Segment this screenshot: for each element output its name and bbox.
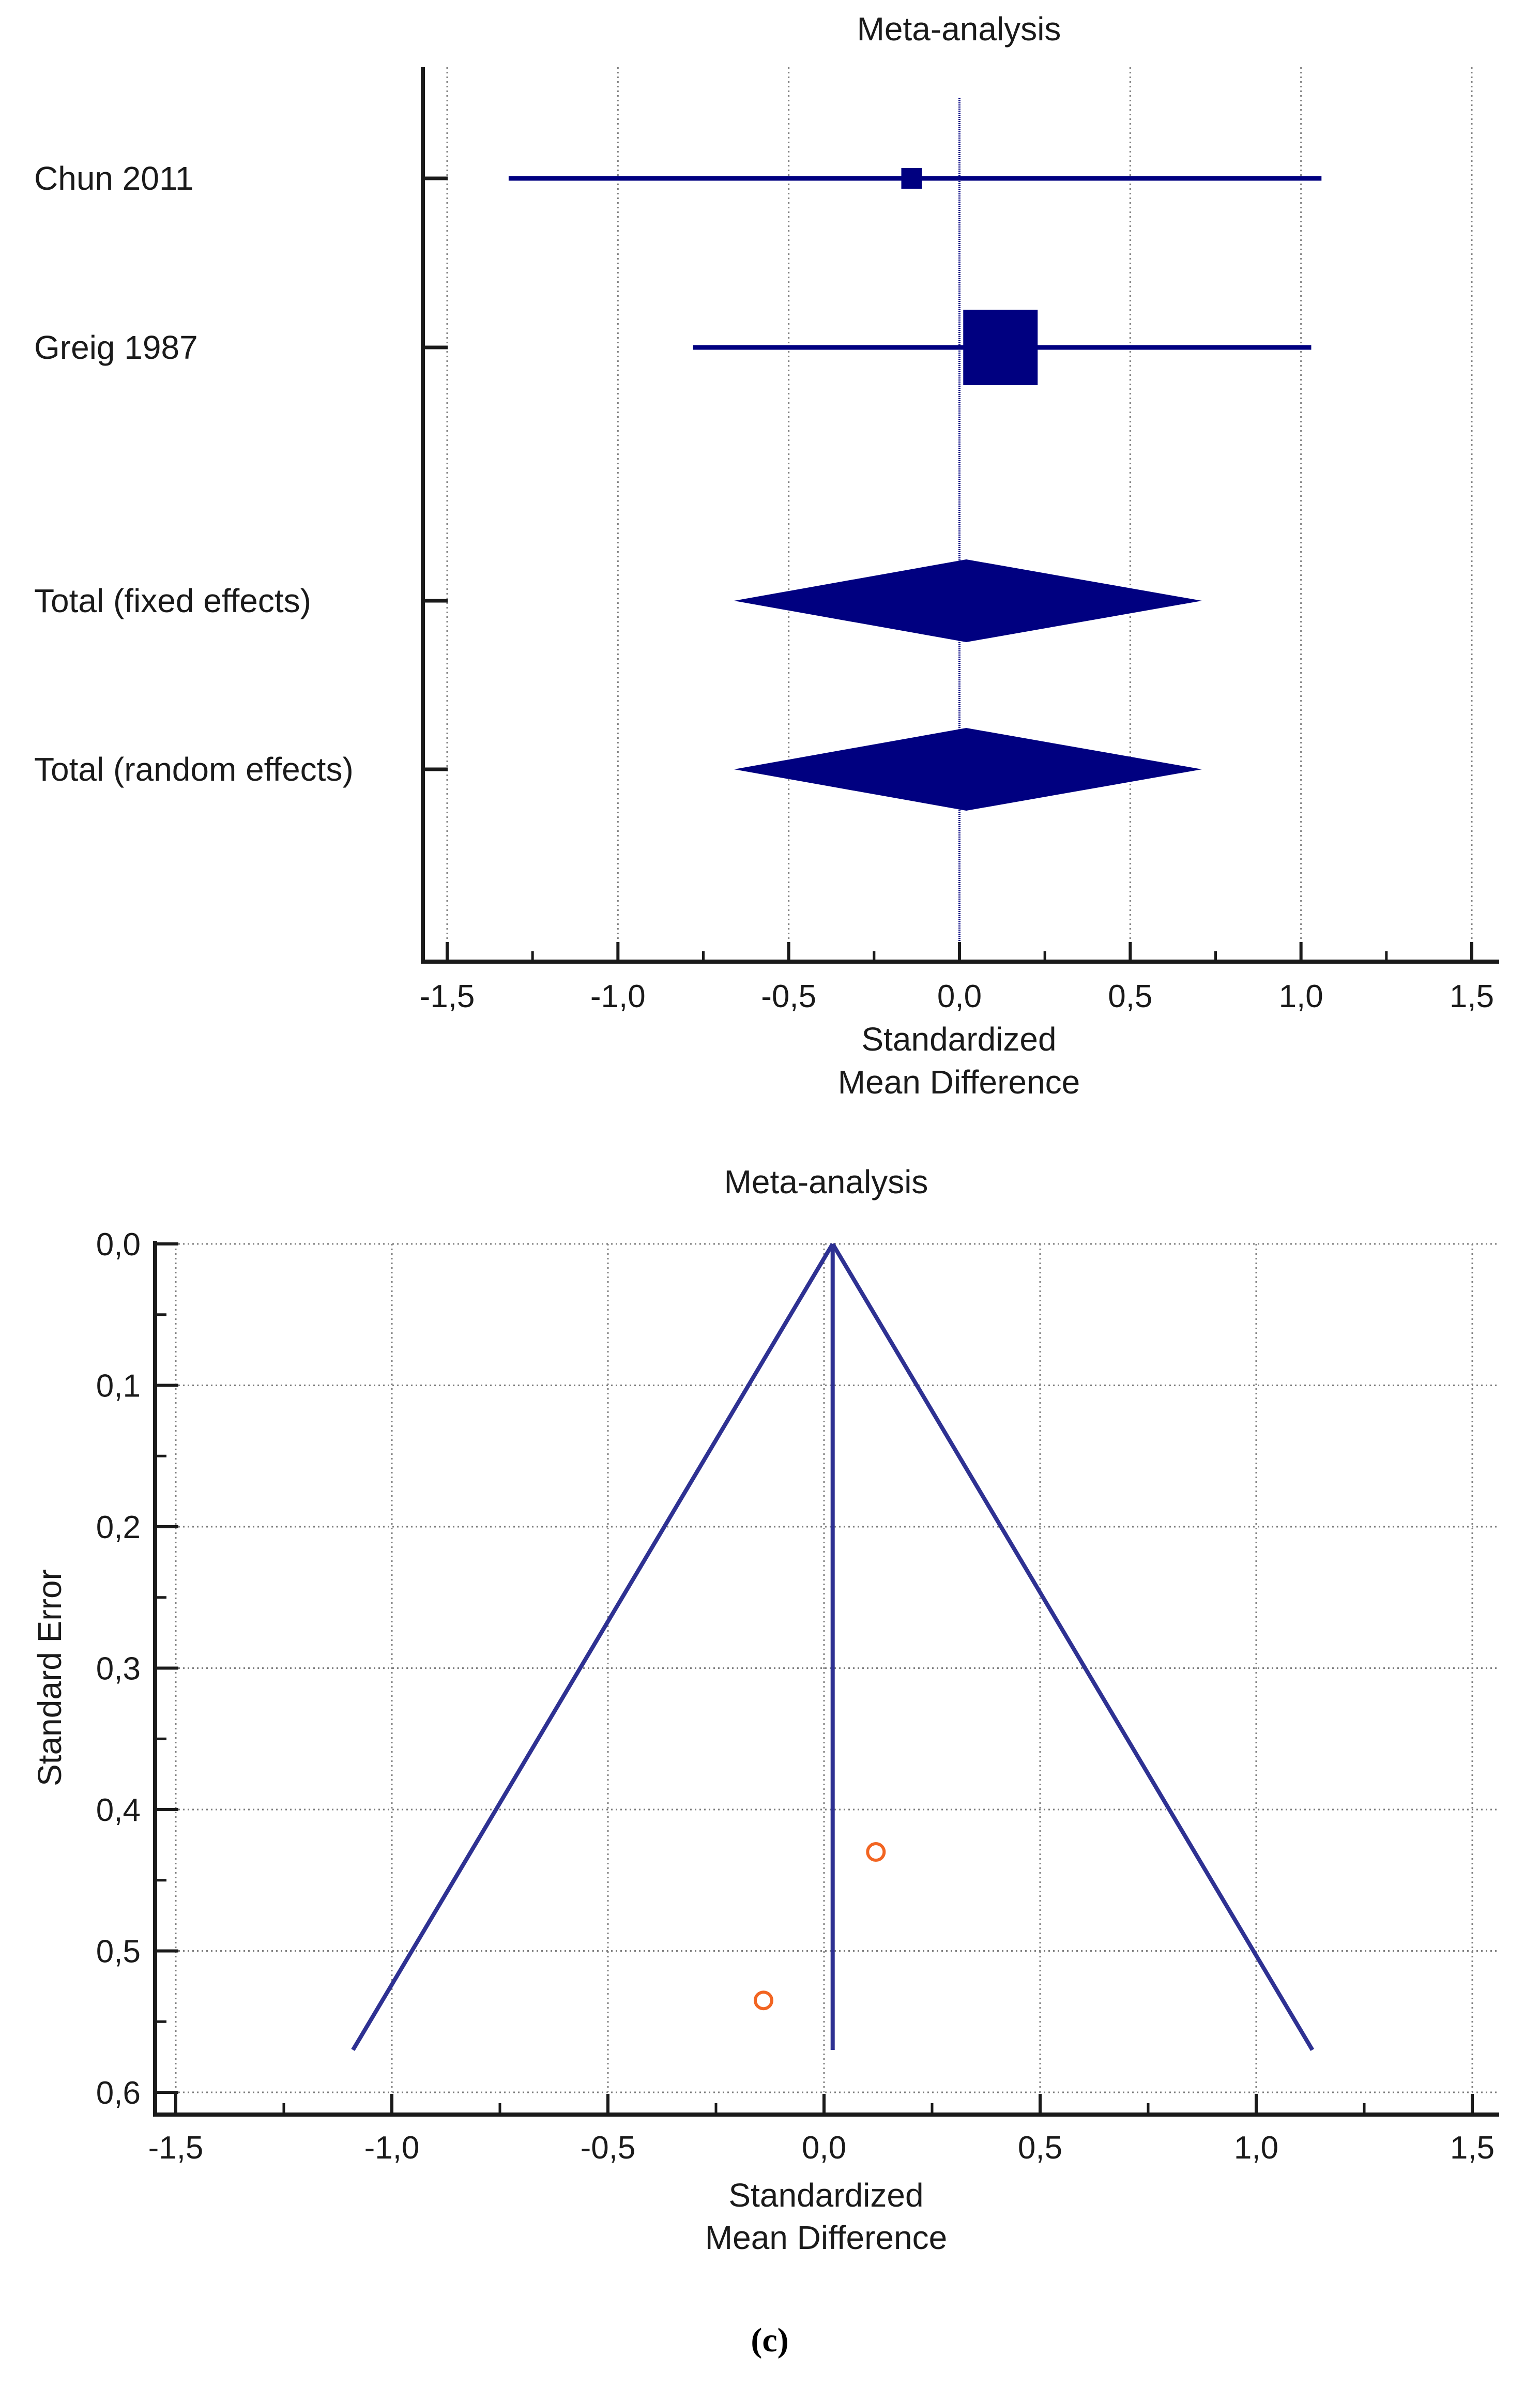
forest-diamond-2 (734, 559, 1202, 642)
funnel-ytick-label-3: 0,3 (96, 1651, 141, 1687)
forest-xtick-label-5: 1,0 (1279, 979, 1323, 1014)
funnel-ylabel: Standard Error (31, 1569, 68, 1786)
forest-row-label-3: Total (random effects) (34, 751, 354, 788)
forest-x-ticks: -1,5 -1,0 -0,5 0,0 0,5 1,0 1,5 (420, 942, 1494, 1014)
forest-xtick-label-2: -0,5 (761, 979, 816, 1014)
funnel-xtick-label-6: 1,5 (1450, 2130, 1495, 2166)
funnel-xtick-label-2: -0,5 (581, 2130, 636, 2166)
forest-row-label-1: Greig 1987 (34, 329, 198, 366)
funnel-y-ticks: 0,0 0,1 0,2 0,3 0,4 0,5 0,6 (96, 1227, 178, 2111)
funnel-plot: Meta-analysis -1,5 -1,0 -0,5 0,0 0,5 1,0 1,5 0… (31, 1163, 1499, 2256)
forest-rows: Chun 2011 Greig 1987 Total (fixed effects)… (34, 160, 1322, 811)
forest-xtick-label-3: 0,0 (937, 979, 982, 1014)
forest-xtick-label-0: -1,5 (420, 979, 475, 1014)
funnel-right-boundary (831, 1242, 1315, 2051)
forest-xtick-label-1: -1,0 (590, 979, 646, 1014)
forest-row-label-0: Chun 2011 (34, 160, 193, 197)
funnel-ytick-label-5: 0,5 (96, 1934, 141, 1970)
funnel-gridlines (155, 1243, 1497, 2111)
funnel-xtick-label-0: -1,5 (148, 2130, 204, 2166)
funnel-xtick-label-5: 1,0 (1234, 2130, 1278, 2166)
forest-estimate-0 (901, 168, 922, 189)
forest-diamond-3 (734, 728, 1202, 811)
forest-row-label-2: Total (fixed effects) (34, 582, 311, 619)
forest-estimate-1 (963, 310, 1038, 385)
funnel-title: Meta-analysis (724, 1163, 928, 1200)
funnel-xlabel-line2: Mean Difference (705, 2219, 947, 2256)
funnel-xtick-label-4: 0,5 (1018, 2130, 1062, 2166)
forest-xlabel-line1: Standardized (861, 1021, 1056, 1058)
funnel-xtick-label-1: -1,0 (364, 2130, 420, 2166)
funnel-lines (351, 1242, 1315, 2051)
funnel-left-boundary (351, 1242, 835, 2051)
funnel-point-0 (866, 1842, 886, 1862)
forest-xlabel-line2: Mean Difference (838, 1063, 1080, 1101)
forest-title: Meta-analysis (857, 10, 1061, 48)
forest-plot: Meta-analysis -1,5 -1,0 -0,5 0,0 0,5 1,0 1,5 C… (34, 10, 1499, 1101)
funnel-xlabel-line1: Standardized (728, 2177, 923, 2214)
funnel-ytick-label-6: 0,6 (96, 2075, 141, 2111)
funnel-point-1 (753, 1990, 773, 2011)
funnel-ytick-label-1: 0,1 (96, 1369, 141, 1404)
forest-xtick-label-4: 0,5 (1108, 979, 1152, 1014)
forest-gridlines (446, 67, 1473, 962)
funnel-ytick-label-4: 0,4 (96, 1792, 141, 1828)
forest-xtick-label-6: 1,5 (1450, 979, 1494, 1014)
funnel-x-ticks: -1,5 -1,0 -0,5 0,0 0,5 1,0 1,5 (148, 2094, 1495, 2166)
panel-label: (c) (751, 2321, 788, 2359)
funnel-ytick-label-0: 0,0 (96, 1227, 141, 1263)
funnel-axes (153, 1241, 1499, 2117)
funnel-points (753, 1842, 886, 2011)
funnel-xtick-label-3: 0,0 (802, 2130, 846, 2166)
funnel-ytick-label-2: 0,2 (96, 1510, 141, 1545)
